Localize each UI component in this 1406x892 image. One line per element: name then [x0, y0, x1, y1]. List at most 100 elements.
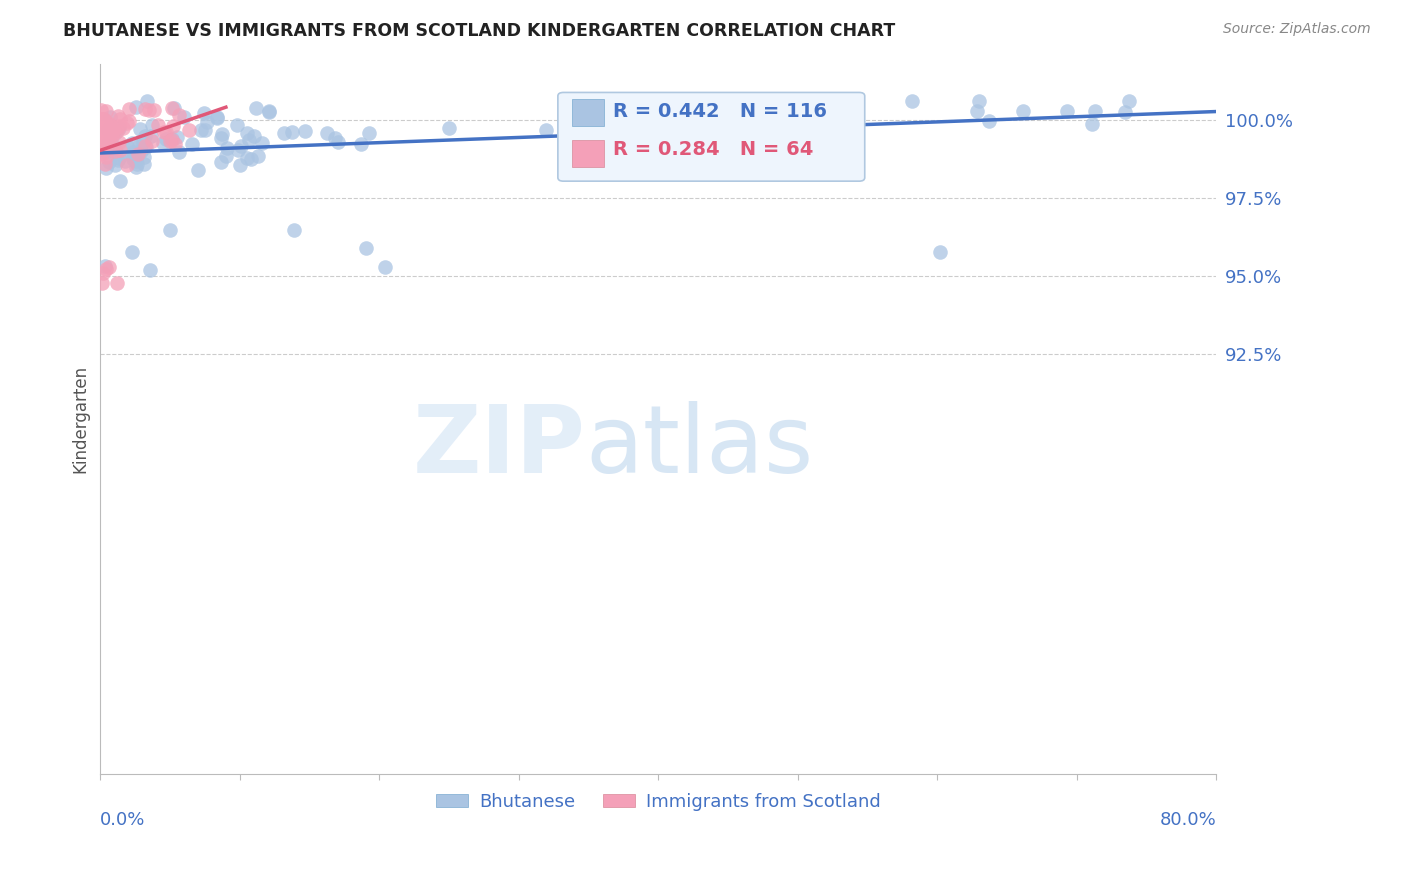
Point [1114, 105, 1136, 120]
Point [90, 112, 112, 127]
Point [169, 145, 191, 160]
Point [98, 134, 121, 148]
Point [827, 123, 849, 137]
Point [115, 158, 138, 172]
Point [139, 128, 162, 143]
Point [643, 115, 665, 129]
Point [356, 241, 378, 255]
Point [929, 244, 952, 259]
Point [273, 126, 295, 140]
Point [97, 120, 120, 135]
Point [132, 150, 155, 164]
Point [152, 136, 174, 151]
Point [173, 110, 195, 124]
Point [90, 103, 112, 117]
Point [146, 118, 169, 132]
Point [245, 102, 267, 116]
Text: atlas: atlas [586, 401, 814, 493]
Point [96, 140, 118, 154]
Point [155, 125, 177, 139]
Text: BHUTANESE VS IMMIGRANTS FROM SCOTLAND KINDERGARTEN CORRELATION CHART: BHUTANESE VS IMMIGRANTS FROM SCOTLAND KI… [63, 22, 896, 40]
Point [162, 101, 184, 115]
Point [105, 124, 128, 138]
Point [676, 128, 699, 143]
Point [108, 151, 131, 165]
Point [121, 244, 143, 259]
Point [626, 139, 648, 153]
Point [966, 103, 988, 118]
Point [240, 152, 263, 166]
Point [134, 102, 156, 116]
Point [94, 161, 117, 176]
Text: ZIP: ZIP [413, 401, 586, 493]
Point [103, 124, 125, 138]
Point [190, 123, 212, 137]
Point [257, 104, 280, 119]
Point [536, 122, 558, 136]
Point [134, 128, 156, 143]
Point [205, 111, 228, 125]
Point [236, 151, 259, 165]
Bar [572, 140, 603, 167]
Point [162, 120, 184, 134]
Point [294, 124, 316, 138]
Point [187, 162, 209, 177]
Point [108, 112, 131, 126]
Point [209, 155, 232, 169]
Point [125, 154, 148, 169]
Point [94, 133, 117, 147]
Point [115, 139, 138, 153]
Point [90, 276, 112, 290]
Point [93, 117, 115, 131]
Point [91, 128, 114, 142]
Point [977, 114, 1000, 128]
Point [121, 148, 143, 162]
Point [159, 223, 181, 237]
Point [117, 116, 139, 130]
Point [129, 144, 152, 158]
Point [108, 121, 131, 136]
Point [107, 119, 129, 133]
Point [98, 110, 121, 124]
Point [214, 149, 236, 163]
Point [107, 153, 129, 168]
Point [101, 123, 124, 137]
Point [134, 139, 156, 153]
Point [226, 118, 249, 132]
Point [96, 103, 118, 118]
Point [167, 107, 190, 121]
Point [194, 122, 217, 136]
Point [112, 121, 135, 136]
Point [132, 135, 155, 149]
Point [215, 141, 238, 155]
Point [114, 154, 136, 169]
Point [181, 137, 204, 152]
Point [135, 140, 157, 154]
Point [155, 131, 177, 145]
Point [243, 128, 266, 143]
Point [125, 100, 148, 114]
Point [283, 223, 305, 237]
Point [110, 174, 132, 188]
Point [96, 150, 118, 164]
Text: Source: ZipAtlas.com: Source: ZipAtlas.com [1223, 22, 1371, 37]
Point [252, 136, 274, 150]
Point [135, 95, 157, 109]
Point [165, 136, 187, 151]
Point [91, 143, 114, 157]
Point [281, 124, 304, 138]
Point [374, 260, 396, 275]
Point [160, 133, 183, 147]
Point [93, 136, 115, 151]
Point [107, 135, 129, 149]
Point [90, 122, 112, 136]
Point [94, 262, 117, 277]
Point [682, 112, 704, 126]
Point [93, 266, 115, 280]
Bar [572, 99, 603, 126]
Point [94, 145, 117, 159]
Point [128, 122, 150, 136]
Point [748, 95, 770, 109]
Point [900, 95, 922, 109]
Point [93, 112, 115, 126]
